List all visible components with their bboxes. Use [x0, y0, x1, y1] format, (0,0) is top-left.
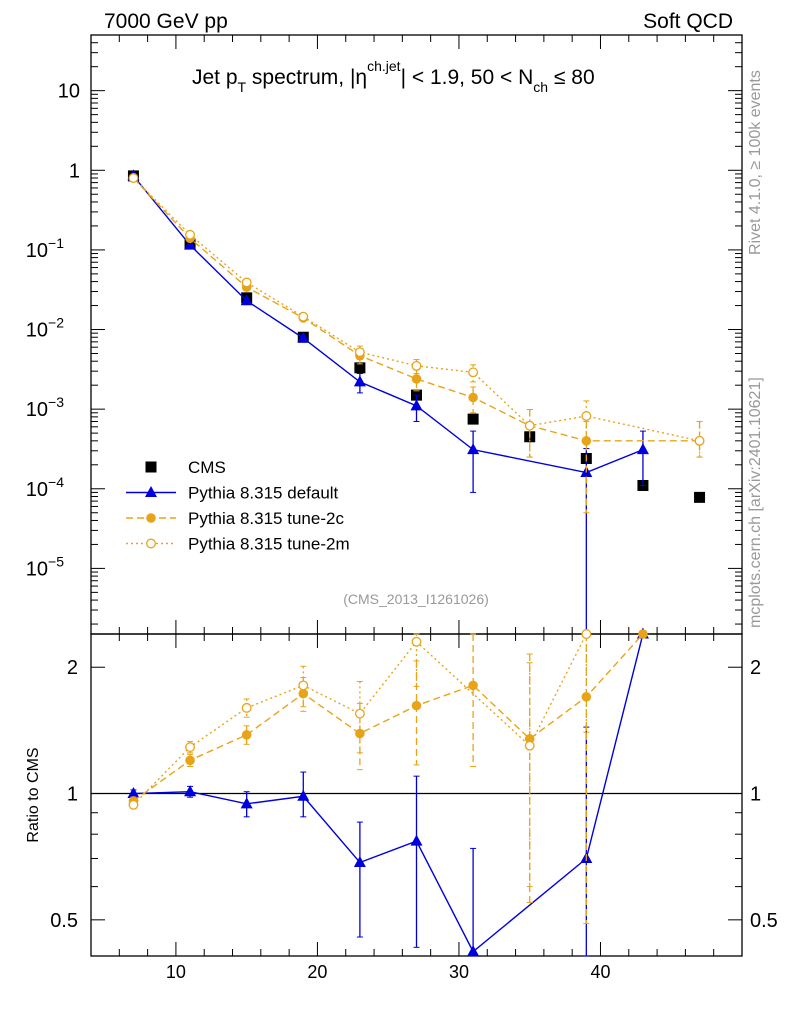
ratio-point: [185, 742, 196, 753]
x-tick-label: 20: [307, 962, 327, 982]
data-point: [128, 173, 139, 183]
data-point: [354, 362, 366, 374]
ratio-point: [240, 797, 253, 809]
data-point: [411, 374, 422, 384]
data-point: [410, 399, 423, 411]
ratio-point: [353, 855, 366, 867]
data-point: [240, 294, 253, 306]
legend-marker: [146, 538, 156, 549]
ratio-point: [185, 755, 195, 766]
ratio-point: [581, 692, 592, 702]
process-label: Soft QCD: [643, 10, 733, 33]
data-point: [467, 413, 479, 425]
ratio-point: [467, 945, 480, 957]
ratio-line: [133, 633, 644, 953]
ratio-y-tick-label-right: 1: [750, 784, 761, 806]
data-point: [581, 411, 592, 421]
y-tick-label: 10−3: [26, 394, 64, 421]
ratio-point: [298, 688, 309, 699]
series-3: [128, 173, 705, 888]
series-line: [132, 175, 644, 474]
y-tick-label: 10−4: [26, 474, 64, 501]
ratio-point: [241, 702, 252, 713]
ratio-point: [468, 680, 478, 691]
analysis-id: (CMS_2013_I1261026): [343, 591, 489, 607]
y-tick-label: 10−1: [26, 235, 64, 262]
y-tick-label: 10: [58, 81, 80, 103]
ratio-y-tick-label: 2: [67, 657, 78, 679]
data-point: [298, 311, 309, 322]
data-point: [694, 435, 705, 446]
ratio-point: [638, 629, 648, 639]
y-tick-label: 10−2: [26, 315, 64, 342]
plot-title: Jet pT spectrum, |ηch.jet| < 1.9, 50 < N…: [192, 58, 595, 95]
data-point: [468, 367, 479, 378]
mcplots-label: mcplots.cern.ch [arXiv:2401.10621]: [747, 377, 764, 628]
data-point: [354, 347, 365, 358]
series-line: [132, 177, 700, 442]
data-point: [467, 443, 480, 455]
x-tick-label: 10: [166, 962, 186, 982]
ratio-y-tick-label-right: 0.5: [750, 910, 778, 932]
data-point: [241, 277, 252, 288]
ratio-point: [128, 799, 139, 810]
ratio-point: [354, 708, 365, 719]
y-tick-label: 10−5: [26, 553, 64, 580]
ratio-point: [184, 785, 197, 797]
axes: 10 20 30 40 10 1 10−1 10−2 10−3 10−4 10−5 2 2 1 1 0.5 0.…: [26, 34, 778, 982]
ratio-point: [411, 700, 422, 711]
legend-label: Pythia 8.315 tune-2c: [188, 509, 344, 528]
data-point: [694, 491, 706, 503]
energy-label: 7000 GeV pp: [104, 10, 228, 33]
ratio-point: [581, 629, 592, 639]
legend: CMS Pythia 8.315 default Pythia 8.315 tune…: [126, 458, 350, 554]
ratio-point: [524, 740, 535, 751]
x-tick-label: 40: [590, 962, 610, 982]
data-point: [185, 229, 196, 240]
legend-label: Pythia 8.315 tune-2m: [188, 535, 350, 554]
ratio-y-tick-label: 0.5: [50, 910, 78, 932]
ratio-axis-label: Ratio to CMS: [25, 747, 42, 842]
ratio-point: [127, 787, 140, 799]
data-point: [353, 375, 366, 387]
data-point: [524, 420, 535, 431]
legend-marker: [146, 513, 156, 523]
ratio-point: [411, 636, 422, 647]
series-1: [127, 169, 649, 957]
y-tick-label: 1: [69, 160, 80, 182]
x-tick-label: 30: [449, 962, 469, 982]
ratio-y-tick-label: 1: [67, 784, 78, 806]
data-point: [184, 238, 197, 250]
data-series: [127, 169, 706, 957]
ratio-point: [297, 789, 310, 801]
ratio-point: [410, 834, 423, 846]
ratio-point: [241, 730, 252, 740]
ratio-line: [133, 633, 644, 802]
data-point: [636, 443, 649, 455]
data-point: [411, 360, 422, 371]
legend-marker: [145, 486, 157, 497]
series-0: [127, 170, 706, 503]
ratio-point: [298, 680, 309, 691]
legend-label: CMS: [188, 458, 226, 477]
rivet-label: Rivet 4.1.0, ≥ 100k events: [747, 70, 764, 255]
legend-label: Pythia 8.315 default: [188, 484, 339, 503]
data-point: [468, 392, 478, 403]
legend-marker: [145, 461, 157, 473]
series-line: [132, 177, 700, 442]
ratio-point: [355, 728, 365, 739]
data-point: [297, 331, 310, 343]
ratio-y-tick-label-right: 2: [750, 657, 761, 679]
